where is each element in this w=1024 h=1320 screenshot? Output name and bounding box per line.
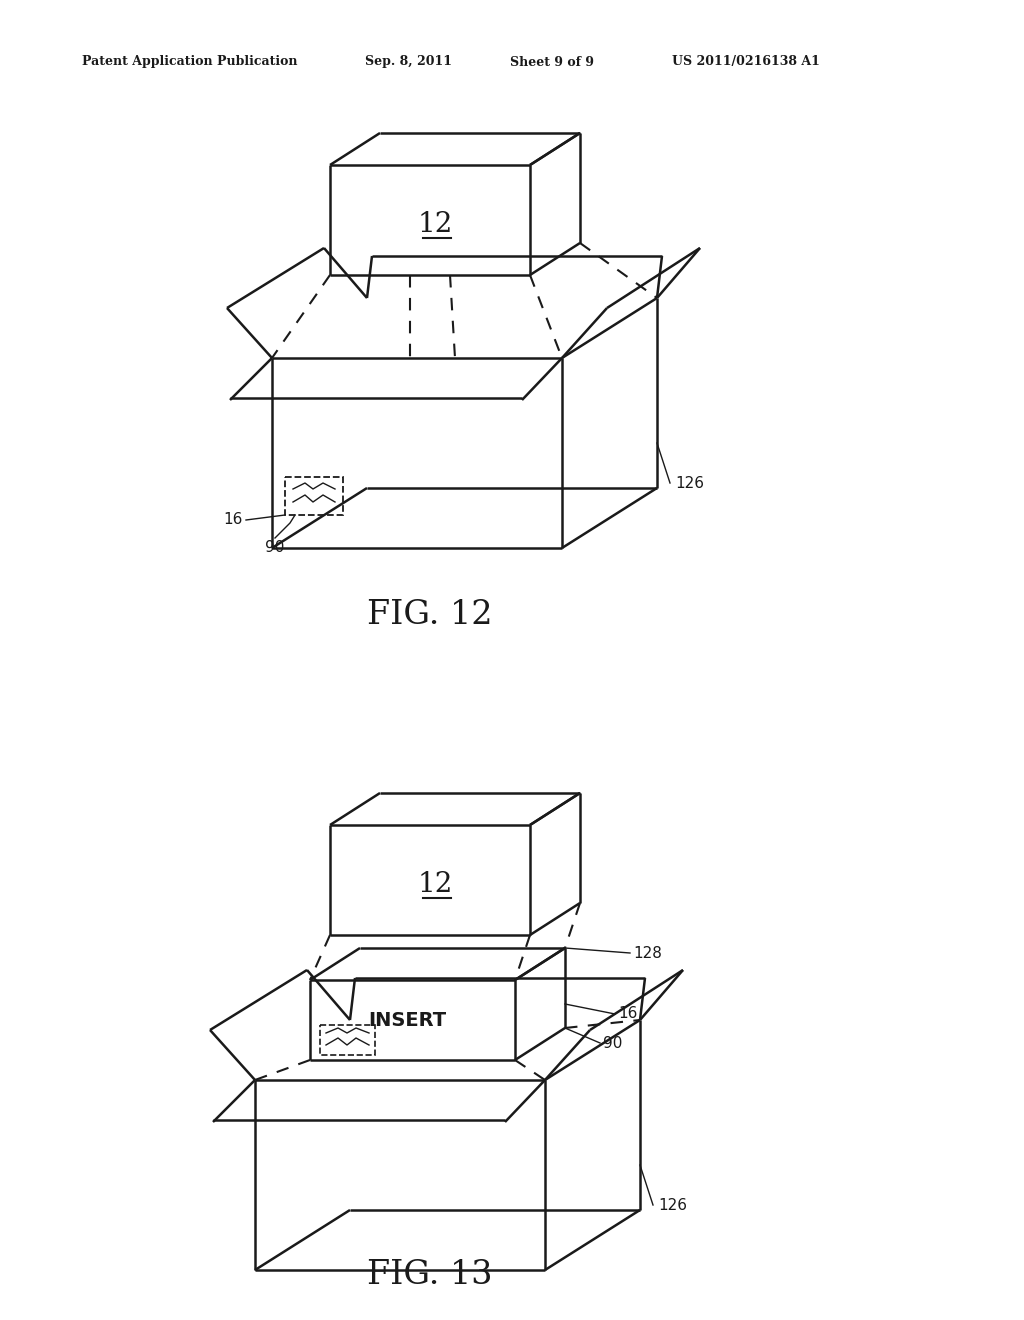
Bar xyxy=(319,1026,375,1055)
Text: 12: 12 xyxy=(418,870,453,898)
Text: Sheet 9 of 9: Sheet 9 of 9 xyxy=(510,55,594,69)
Text: 126: 126 xyxy=(658,1197,687,1213)
Text: 16: 16 xyxy=(618,1006,637,1022)
Text: 16: 16 xyxy=(223,512,243,528)
Text: FIG. 13: FIG. 13 xyxy=(368,1259,493,1291)
Text: 126: 126 xyxy=(675,475,705,491)
Text: Sep. 8, 2011: Sep. 8, 2011 xyxy=(365,55,452,69)
Text: Patent Application Publication: Patent Application Publication xyxy=(82,55,298,69)
Bar xyxy=(285,477,343,515)
Text: FIG. 12: FIG. 12 xyxy=(368,599,493,631)
Text: INSERT: INSERT xyxy=(368,1011,446,1030)
Text: US 2011/0216138 A1: US 2011/0216138 A1 xyxy=(672,55,820,69)
Text: 128: 128 xyxy=(633,945,662,961)
Text: 12: 12 xyxy=(418,210,453,238)
Text: 90: 90 xyxy=(603,1035,623,1051)
Text: 90: 90 xyxy=(265,540,285,554)
